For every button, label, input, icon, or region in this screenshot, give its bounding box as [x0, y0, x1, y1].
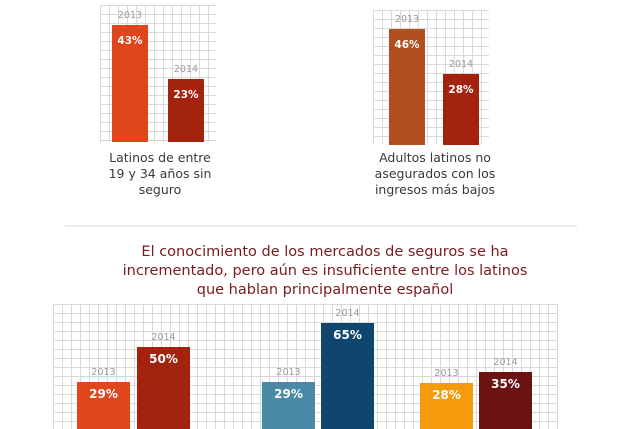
caption-line: seguro: [138, 182, 182, 197]
bar-group2-2013: 29%: [262, 381, 315, 429]
year-label: 2013: [117, 10, 143, 21]
caption-line: Latinos de entre: [109, 150, 211, 165]
bar-2014: 28%: [443, 74, 479, 145]
bar-value-label: 28%: [432, 388, 461, 403]
bar-value-label: 35%: [491, 376, 520, 391]
headline-line: que hablan principalmente español: [196, 282, 454, 298]
bar-2014: 23%: [168, 79, 204, 142]
bar-value-label: 50%: [149, 352, 178, 367]
bar-value-label: 46%: [394, 39, 420, 51]
year-label: 2014: [335, 308, 360, 319]
bar-group3-2013: 28%: [420, 383, 473, 429]
bar-value-label: 65%: [333, 328, 362, 342]
caption-line: Adultos latinos no: [379, 150, 491, 165]
year-label: 2014: [151, 332, 176, 344]
bar-value-label: 29%: [89, 386, 118, 401]
bar-2013: 43%: [112, 25, 148, 142]
caption-uninsured-young-adults: Latinos de entre 19 y 34 años sin seguro: [85, 150, 235, 198]
bar-2013: 46%: [389, 29, 425, 145]
caption-line: asegurados con los: [374, 166, 496, 181]
headline-line: El conocimiento de los mercados de segur…: [141, 244, 509, 260]
year-label: 2013: [394, 14, 420, 25]
section-headline: El conocimiento de los mercados de segur…: [60, 243, 590, 300]
headline-line: incrementado, pero aún es insuficiente e…: [122, 263, 528, 279]
bar-value-label: 29%: [274, 386, 303, 401]
caption-line: 19 y 34 años sin: [108, 166, 212, 181]
bar-value-label: 23%: [173, 89, 199, 102]
caption-line: ingresos más bajos: [374, 182, 496, 197]
year-label: 2014: [493, 356, 518, 368]
year-label: 2013: [91, 366, 116, 378]
section-divider: [65, 225, 577, 227]
bar-group1-2013: 29%: [77, 381, 130, 429]
year-label: 2014: [448, 59, 474, 71]
year-label: 2013: [434, 368, 459, 380]
bar-group1-2014: 50%: [137, 347, 190, 429]
year-label: 2014: [173, 64, 199, 76]
bar-group3-2014: 35%: [479, 371, 532, 429]
year-label: 2013: [276, 366, 301, 378]
bar-value-label: 28%: [448, 84, 474, 97]
bar-value-label: 43%: [117, 35, 143, 47]
caption-low-income-uninsured: Adultos latinos no asegurados con los in…: [355, 150, 515, 198]
bar-group2-2014: 65%: [321, 323, 374, 429]
